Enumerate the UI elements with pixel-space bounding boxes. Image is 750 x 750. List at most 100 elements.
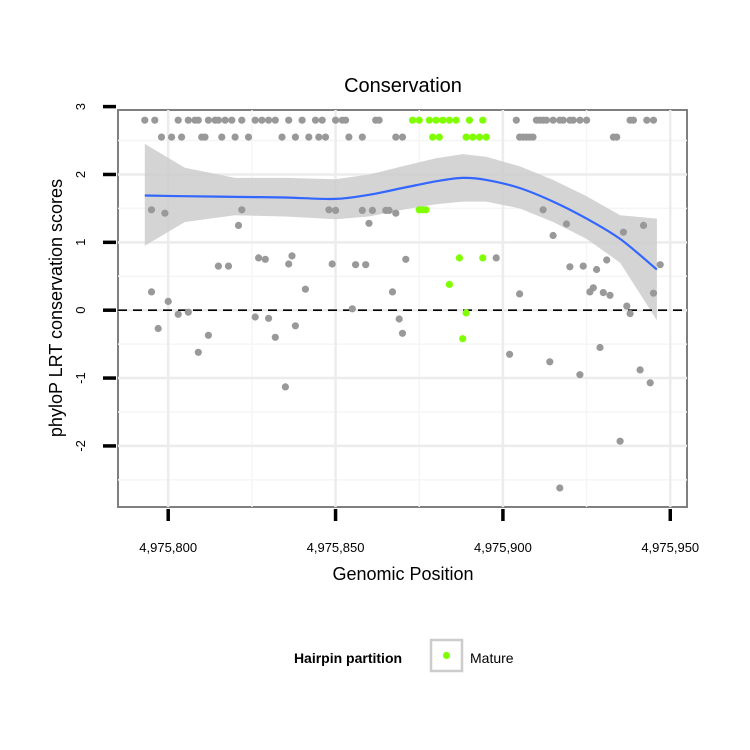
data-point-other: [141, 116, 149, 124]
data-point-other: [559, 116, 567, 124]
data-point-other: [278, 133, 286, 141]
data-point-other: [332, 206, 340, 214]
data-point-other: [639, 221, 648, 229]
data-point-other: [492, 254, 500, 262]
confidence-band: [144, 143, 657, 321]
data-point-other: [298, 116, 306, 124]
data-point-other: [258, 116, 266, 124]
data-point-mature: [432, 116, 440, 124]
data-point-other: [174, 116, 182, 124]
x-tick-label: 4,975,850: [307, 540, 365, 555]
data-point-other: [184, 308, 192, 316]
legend-label-mature: Mature: [470, 650, 514, 666]
data-point-mature: [455, 254, 463, 262]
data-point-mature: [415, 116, 423, 124]
data-point-other: [402, 255, 410, 263]
data-point-other: [395, 315, 403, 323]
data-point-other: [238, 206, 246, 214]
data-point-other: [178, 133, 186, 141]
data-point-other: [288, 252, 296, 260]
confidence-ribbon: [144, 143, 657, 321]
y-tick-label: 3: [73, 103, 88, 110]
data-point-other: [321, 133, 330, 141]
data-point-other: [184, 116, 192, 124]
data-point-mature: [479, 254, 487, 262]
data-point-other: [214, 262, 222, 270]
data-point-other: [546, 358, 554, 366]
data-point-other: [157, 133, 166, 141]
data-point-other: [345, 133, 353, 141]
data-point-other: [251, 116, 259, 124]
data-point-other: [285, 260, 293, 268]
data-point-other: [643, 116, 651, 124]
data-point-mature: [439, 116, 447, 124]
data-point-other: [599, 289, 607, 297]
data-point-other: [261, 255, 269, 263]
data-point-other: [238, 116, 246, 124]
data-point-other: [325, 206, 333, 214]
data-point-other: [255, 254, 263, 262]
data-point-other: [147, 288, 156, 296]
data-point-mature: [469, 133, 477, 141]
data-point-other: [569, 116, 577, 124]
data-point-other: [342, 116, 350, 124]
data-point-other: [168, 133, 176, 141]
data-point-other: [154, 324, 162, 333]
data-point-other: [151, 116, 159, 124]
data-point-other: [375, 116, 383, 124]
data-point-mature: [465, 116, 473, 124]
data-point-mature: [425, 116, 433, 124]
data-point-other: [649, 116, 658, 124]
data-point-other: [221, 116, 229, 124]
y-tick-label: 0: [73, 307, 88, 314]
data-point-other: [649, 289, 658, 297]
data-point-other: [281, 383, 289, 391]
data-point-other: [318, 116, 326, 124]
data-point-other: [596, 343, 604, 352]
data-point-other: [285, 116, 293, 124]
data-point-other: [358, 133, 366, 141]
data-point-other: [244, 133, 253, 141]
x-axis-label: Genomic Position: [332, 564, 473, 584]
legend-title: Hairpin partition: [294, 650, 402, 666]
data-point-other: [562, 220, 571, 228]
data-point-other: [616, 437, 624, 445]
y-tick-label: -2: [73, 440, 88, 452]
data-point-other: [566, 263, 574, 271]
data-point-other: [583, 116, 591, 124]
x-tick-label: 4,975,950: [641, 540, 699, 555]
data-point-other: [265, 116, 273, 124]
y-tick-label: 1: [73, 239, 88, 246]
data-point-other: [365, 219, 373, 227]
data-point-other: [613, 133, 621, 141]
data-point-other: [385, 206, 393, 214]
x-tick-label: 4,975,900: [474, 540, 532, 555]
data-point-other: [593, 265, 601, 274]
data-point-other: [619, 228, 628, 236]
data-point-other: [291, 133, 299, 141]
data-point-other: [388, 288, 397, 296]
data-point-mature: [475, 133, 484, 141]
data-point-other: [368, 206, 376, 214]
data-point-other: [332, 116, 340, 124]
data-point-other: [251, 313, 259, 321]
data-point-other: [549, 116, 557, 124]
data-point-mature: [479, 116, 487, 124]
data-point-other: [529, 133, 537, 141]
smooth-line: [144, 176, 658, 271]
data-point-mature: [429, 133, 437, 141]
points-mature: [408, 116, 490, 343]
data-point-other: [506, 350, 514, 358]
data-point-other: [328, 260, 336, 268]
data-point-other: [539, 206, 547, 214]
data-point-other: [265, 314, 273, 322]
data-point-other: [636, 366, 644, 374]
data-point-other: [576, 371, 584, 379]
y-axis: -2 -1 0 1 2 3: [73, 103, 116, 452]
data-point-other: [201, 133, 209, 141]
legend-mature-dot: [442, 651, 451, 660]
data-point-other: [204, 116, 212, 124]
data-point-other: [214, 116, 222, 124]
data-point-other: [656, 261, 664, 269]
data-point-other: [556, 484, 564, 492]
